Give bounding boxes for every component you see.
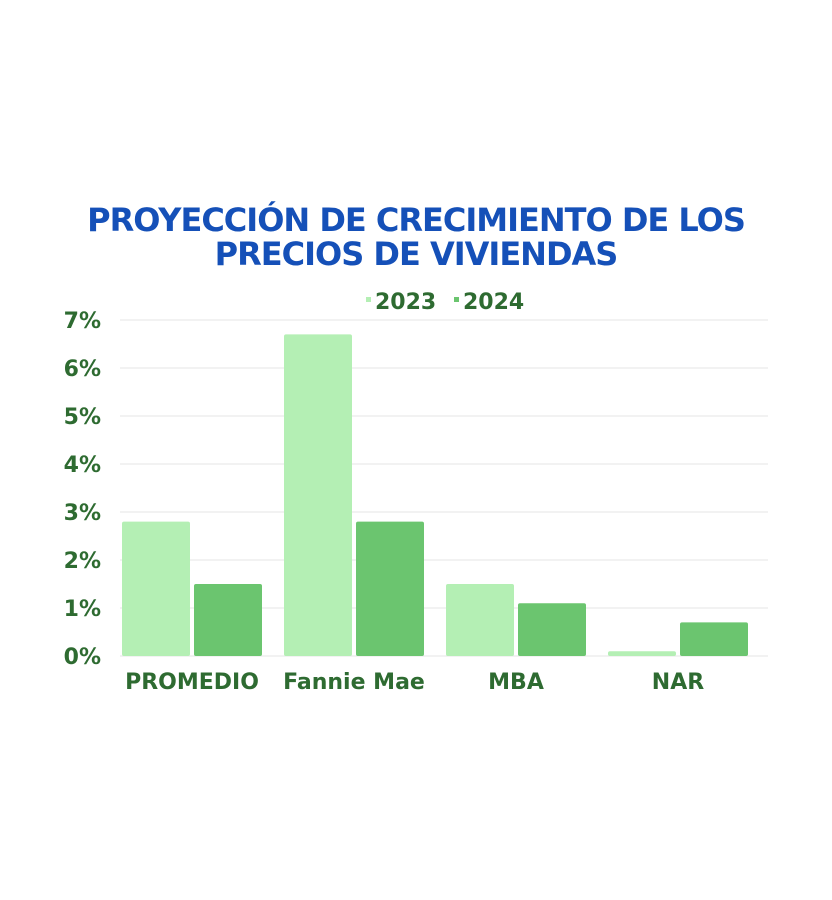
bar-2023-fannie-mae (284, 334, 352, 656)
bars (122, 334, 748, 656)
x-axis-labels: PROMEDIO Fannie Mae MBA NAR (125, 670, 704, 695)
y-tick-label: 1% (64, 597, 101, 622)
bar-2024-promedio (194, 584, 262, 656)
x-category-label: Fannie Mae (283, 670, 425, 695)
y-tick-label: 7% (64, 309, 101, 334)
chart-title-line-2: PRECIOS DE VIVIENDAS (214, 235, 619, 273)
legend-swatch (366, 297, 371, 302)
x-category-label: MBA (488, 670, 544, 695)
y-tick-label: 0% (64, 645, 101, 670)
bar-2023-nar (608, 651, 676, 656)
y-tick-label: 4% (64, 453, 101, 478)
bar-2024-mba (518, 603, 586, 656)
x-category-label: PROMEDIO (125, 670, 259, 695)
y-axis-ticks: 0% 1% 2% 3% 4% 5% 6% 7% (64, 309, 101, 670)
bar-2023-mba (446, 584, 514, 656)
chart-title-line-1: PROYECCIÓN DE CRECIMIENTO DE LOS (87, 201, 746, 239)
x-category-label: NAR (652, 670, 704, 695)
y-tick-label: 5% (64, 405, 101, 430)
bar-2024-nar (680, 622, 748, 656)
chart-title: PROYECCIÓN DE CRECIMIENTO DE LOS PRECIOS… (0, 203, 832, 271)
bar-2024-fannie-mae (356, 521, 424, 656)
grid-lines (120, 319, 768, 657)
legend-label: 2024 (463, 290, 524, 315)
y-tick-label: 6% (64, 357, 101, 382)
bar-2023-promedio (122, 521, 190, 656)
legend: 2023 2024 (366, 290, 524, 315)
legend-swatch (454, 297, 459, 302)
legend-label: 2023 (375, 290, 436, 315)
y-tick-label: 3% (64, 501, 101, 526)
y-tick-label: 2% (64, 549, 101, 574)
